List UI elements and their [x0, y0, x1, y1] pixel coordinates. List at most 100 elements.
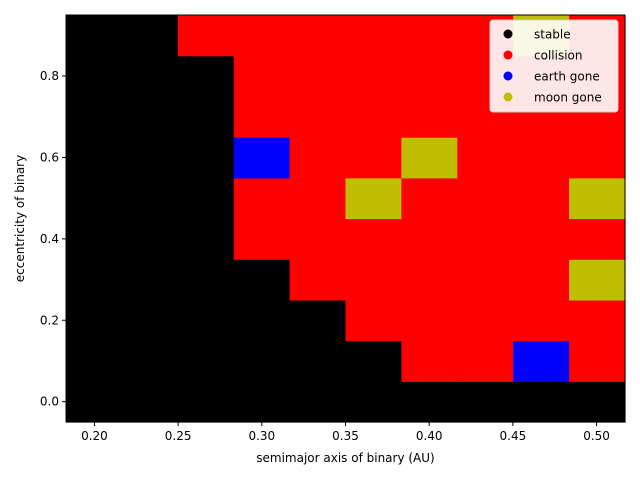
y-tick-label: 0.4: [40, 232, 59, 246]
heatmap-cell: [289, 177, 347, 220]
heatmap-cell: [345, 299, 402, 342]
heatmap-cell: [569, 381, 626, 423]
y-tick-label: 0.6: [40, 150, 59, 164]
legend-marker: [503, 50, 513, 60]
y-axis: 0.0 0.2 0.4 0.6 0.8: [40, 69, 66, 409]
heatmap-cell: [401, 177, 458, 220]
heatmap-cell: [177, 177, 235, 220]
heatmap-cell: [121, 259, 179, 301]
heatmap-cell: [177, 15, 235, 57]
heatmap-cell: [121, 218, 179, 260]
heatmap-cell: [345, 381, 402, 423]
heatmap-cell: [177, 218, 235, 260]
heatmap-cell: [66, 340, 123, 382]
heatmap-cell: [457, 340, 514, 382]
heatmap-cell: [289, 137, 347, 179]
heatmap-cell: [513, 381, 570, 423]
heatmap-cell: [513, 340, 570, 382]
heatmap-cell: [457, 177, 514, 220]
legend-marker: [503, 29, 513, 39]
heatmap-cell: [401, 55, 458, 97]
heatmap-cell: [121, 55, 179, 97]
heatmap-cell: [569, 218, 626, 260]
heatmap-cell: [401, 381, 458, 423]
heatmap-cell: [289, 340, 347, 382]
heatmap-cell: [569, 259, 626, 301]
heatmap-cell: [233, 299, 291, 342]
heatmap-cell: [66, 259, 123, 301]
heatmap-cell: [233, 137, 291, 179]
heatmap-cell: [457, 218, 514, 260]
heatmap-cell: [289, 299, 347, 342]
legend: stable collision earth gone moon gone: [489, 19, 619, 113]
x-tick-label: 0.20: [81, 429, 108, 443]
x-axis-label: semimajor axis of binary (AU): [256, 451, 434, 465]
x-axis: 0.20 0.25 0.30 0.35 0.40 0.45 0.50: [81, 422, 610, 443]
y-tick-label: 0.8: [40, 69, 59, 83]
legend-label: moon gone: [534, 91, 602, 105]
legend-label: earth gone: [534, 70, 600, 84]
heatmap-cell: [345, 177, 402, 220]
heatmap-cell: [121, 177, 179, 220]
heatmap-cell: [66, 137, 123, 179]
heatmap-cell: [345, 218, 402, 260]
heatmap-cell: [401, 259, 458, 301]
heatmap-cell: [66, 381, 123, 423]
heatmap-cell: [345, 55, 402, 97]
heatmap-cell: [233, 15, 291, 57]
heatmap-cell: [233, 96, 291, 138]
heatmap-cell: [66, 218, 123, 260]
x-tick-label: 0.40: [416, 429, 443, 443]
heatmap-cell: [513, 218, 570, 260]
y-tick-label: 0.2: [40, 313, 59, 327]
heatmap-cell: [345, 96, 402, 138]
heatmap-cell: [233, 340, 291, 382]
heatmap-cell: [66, 55, 123, 97]
legend-label: stable: [534, 28, 571, 42]
heatmap-cell: [513, 299, 570, 342]
heatmap-cell: [233, 381, 291, 423]
heatmap-cell: [121, 299, 179, 342]
heatmap-cell: [569, 299, 626, 342]
heatmap-cells: [66, 15, 626, 423]
heatmap-cell: [289, 96, 347, 138]
heatmap-cell: [345, 259, 402, 301]
heatmap-cell: [457, 381, 514, 423]
heatmap-cell: [289, 15, 347, 57]
heatmap-cell: [177, 259, 235, 301]
heatmap-cell: [233, 259, 291, 301]
heatmap-cell: [401, 15, 458, 57]
heatmap-cell: [289, 55, 347, 97]
heatmap-cell: [121, 381, 179, 423]
x-tick-label: 0.45: [500, 429, 527, 443]
legend-box: [489, 19, 619, 113]
heatmap-cell: [121, 96, 179, 138]
heatmap-cell: [177, 381, 235, 423]
heatmap-cell: [345, 15, 402, 57]
heatmap-cell: [513, 177, 570, 220]
legend-label: collision: [534, 49, 582, 63]
heatmap-cell: [121, 137, 179, 179]
heatmap-cell: [457, 259, 514, 301]
heatmap-cell: [345, 137, 402, 179]
heatmap-cell: [289, 381, 347, 423]
heatmap-cell: [289, 259, 347, 301]
heatmap-cell: [66, 96, 123, 138]
heatmap-cell: [401, 137, 458, 179]
heatmap-cell: [569, 340, 626, 382]
heatmap-cell: [289, 218, 347, 260]
heatmap-cell: [121, 15, 179, 57]
heatmap-cell: [66, 299, 123, 342]
heatmap-cell: [401, 340, 458, 382]
heatmap-cell: [569, 137, 626, 179]
heatmap-cell: [233, 177, 291, 220]
heatmap-cell: [177, 96, 235, 138]
y-tick-label: 0.0: [40, 395, 59, 409]
heatmap-cell: [177, 55, 235, 97]
y-axis-label: eccentricity of binary: [13, 155, 27, 282]
heatmap-cell: [457, 137, 514, 179]
heatmap-cell: [513, 137, 570, 179]
heatmap-cell: [177, 299, 235, 342]
heatmap-cell: [401, 299, 458, 342]
